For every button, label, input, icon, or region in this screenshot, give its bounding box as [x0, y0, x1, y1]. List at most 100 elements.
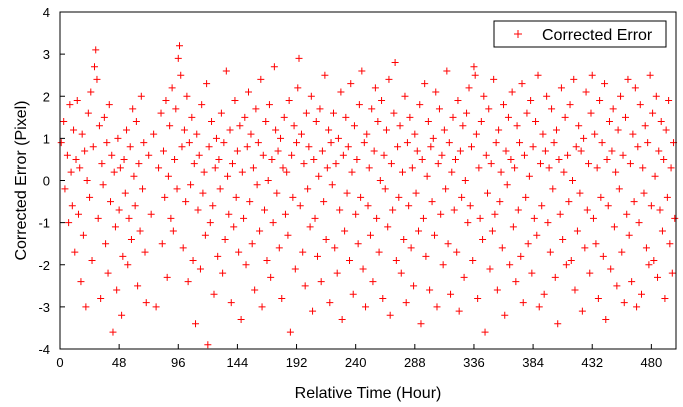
data-point	[201, 231, 209, 239]
data-point	[613, 282, 621, 290]
data-point	[635, 219, 643, 227]
data-point	[580, 134, 588, 142]
data-point	[583, 206, 591, 214]
data-point	[524, 240, 532, 248]
data-point	[139, 185, 147, 193]
data-point	[620, 299, 628, 307]
data-point	[443, 67, 451, 75]
data-point	[434, 160, 442, 168]
data-point	[480, 92, 488, 100]
data-point	[132, 118, 140, 126]
data-point	[233, 147, 241, 155]
data-point	[379, 294, 387, 302]
data-point	[416, 101, 424, 109]
data-point	[392, 257, 400, 265]
data-point	[624, 75, 632, 83]
data-point	[649, 109, 657, 117]
data-point	[484, 189, 492, 197]
data-point	[658, 227, 666, 235]
data-point	[502, 147, 510, 155]
data-point	[642, 244, 650, 252]
data-point	[655, 147, 663, 155]
data-points	[57, 42, 679, 349]
data-point	[302, 109, 310, 117]
data-point	[538, 202, 546, 210]
data-point	[115, 206, 123, 214]
data-point	[126, 143, 134, 151]
data-point	[466, 202, 474, 210]
data-point	[342, 113, 350, 121]
data-point	[593, 164, 601, 172]
data-point	[289, 193, 297, 201]
data-point	[103, 139, 111, 147]
data-point	[238, 168, 246, 176]
data-point	[540, 290, 548, 298]
data-point	[652, 92, 660, 100]
data-point	[212, 134, 220, 142]
data-point	[312, 118, 320, 126]
data-point	[273, 189, 281, 197]
data-point	[127, 235, 135, 243]
data-point	[450, 206, 458, 214]
y-tick-label: 0	[43, 174, 50, 189]
y-tick-label: 2	[43, 89, 50, 104]
data-point	[278, 294, 286, 302]
data-point	[83, 177, 91, 184]
data-point	[447, 290, 455, 298]
data-point	[435, 105, 443, 113]
data-point	[474, 294, 482, 302]
x-tick-label: 0	[56, 355, 63, 370]
data-point	[256, 227, 264, 235]
data-point	[348, 168, 356, 176]
data-point	[274, 147, 282, 155]
data-point	[87, 88, 95, 96]
data-point	[203, 80, 211, 88]
data-point	[249, 164, 257, 172]
data-point	[417, 320, 425, 328]
axis-ticks: 0 48 96 144 192 240 288 336 384 432 480 -4 -3 -2 -1 0 1 2…	[38, 5, 662, 370]
data-point	[615, 185, 623, 193]
data-point	[237, 316, 245, 324]
data-point	[610, 223, 618, 231]
data-point	[359, 265, 367, 273]
data-point	[666, 240, 674, 248]
data-point	[479, 235, 487, 243]
data-point	[516, 139, 524, 147]
data-point	[264, 177, 272, 184]
data-point	[406, 113, 414, 121]
data-point	[612, 168, 620, 176]
data-point	[332, 160, 340, 168]
data-point	[97, 294, 105, 302]
data-point	[564, 151, 572, 159]
data-point	[147, 210, 155, 218]
data-point	[171, 155, 179, 163]
data-point	[358, 67, 366, 75]
data-point	[95, 122, 103, 130]
data-point	[572, 143, 580, 151]
data-point	[226, 126, 234, 134]
data-point	[431, 231, 439, 239]
data-point	[327, 139, 335, 147]
data-point	[228, 160, 236, 168]
data-point	[253, 181, 261, 189]
data-point	[343, 189, 351, 197]
legend-label: Corrected Error	[542, 27, 653, 44]
data-point	[565, 198, 573, 206]
data-point	[131, 202, 139, 210]
data-point	[318, 147, 326, 155]
data-point	[136, 227, 144, 235]
data-point	[288, 151, 296, 159]
data-point	[551, 273, 559, 281]
data-point	[397, 269, 405, 277]
data-point	[513, 122, 521, 130]
data-point	[364, 202, 372, 210]
data-point	[166, 122, 174, 130]
data-point	[246, 198, 254, 206]
data-point	[618, 248, 626, 256]
data-point	[501, 311, 509, 319]
data-point	[500, 101, 508, 109]
legend: Corrected Error	[493, 20, 667, 48]
data-point	[560, 168, 568, 176]
data-point	[582, 88, 590, 96]
data-point	[94, 214, 102, 222]
